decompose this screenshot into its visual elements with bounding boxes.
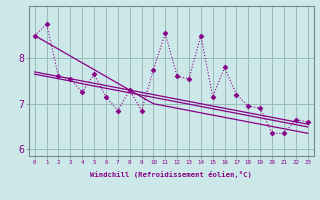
X-axis label: Windchill (Refroidissement éolien,°C): Windchill (Refroidissement éolien,°C) [90,171,252,178]
